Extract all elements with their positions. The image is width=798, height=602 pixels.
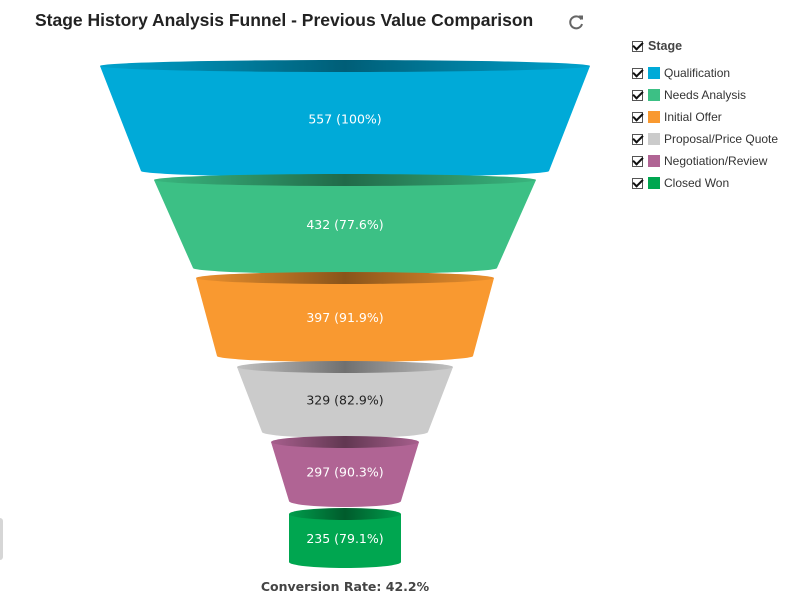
- legend-item[interactable]: Initial Offer: [632, 106, 794, 128]
- legend-swatch: [648, 133, 660, 145]
- funnel-segment-label: 297 (90.3%): [306, 465, 383, 480]
- legend-swatch: [648, 111, 660, 123]
- funnel-segment-rim: [154, 174, 536, 186]
- legend-item[interactable]: Needs Analysis: [632, 84, 794, 106]
- refresh-icon[interactable]: [566, 12, 586, 32]
- funnel-segment-label: 397 (91.9%): [306, 310, 383, 325]
- legend-item-checkbox[interactable]: [632, 155, 643, 167]
- funnel-segment[interactable]: 329 (82.9%): [237, 361, 453, 438]
- legend-item-label: Qualification: [664, 66, 731, 80]
- legend-header-checkbox[interactable]: [632, 40, 643, 52]
- legend-header[interactable]: Stage: [632, 36, 794, 56]
- legend-item[interactable]: Qualification: [632, 62, 794, 84]
- legend-item-checkbox[interactable]: [632, 177, 643, 189]
- funnel-segment[interactable]: 557 (100%): [100, 60, 590, 177]
- conversion-rate-label: Conversion Rate: 42.2%: [261, 579, 430, 594]
- legend-swatch: [648, 89, 660, 101]
- legend: Stage Qualification Needs Analysis Initial…: [632, 36, 794, 194]
- funnel-segment[interactable]: 432 (77.6%): [154, 174, 536, 274]
- legend-item[interactable]: Proposal/Price Quote: [632, 128, 794, 150]
- legend-swatch: [648, 155, 660, 167]
- funnel-segment-rim: [196, 272, 494, 284]
- side-panel-handle[interactable]: [0, 518, 3, 560]
- legend-item[interactable]: Closed Won: [632, 172, 794, 194]
- funnel-segment[interactable]: 235 (79.1%): [289, 508, 401, 568]
- funnel-segment[interactable]: 397 (91.9%): [196, 272, 494, 362]
- legend-item-label: Negotiation/Review: [664, 154, 768, 168]
- funnel-segment-rim: [271, 436, 419, 448]
- funnel-segment-body[interactable]: [196, 278, 494, 362]
- funnel-segment-label: 557 (100%): [308, 112, 381, 127]
- legend-header-label: Stage: [648, 39, 683, 53]
- funnel-segment-label: 432 (77.6%): [306, 217, 383, 232]
- funnel-segment-rim: [237, 361, 453, 373]
- funnel-segment-body[interactable]: [154, 180, 536, 274]
- legend-swatch: [648, 67, 660, 79]
- funnel-segment-rim: [100, 60, 590, 72]
- funnel-chart: 557 (100%) 432 (77.6%) 397 (91.9%) 329 (82.…: [100, 60, 590, 594]
- chart-title: Stage History Analysis Funnel - Previous…: [35, 10, 534, 30]
- legend-item-checkbox[interactable]: [632, 89, 643, 101]
- funnel-segment-label: 235 (79.1%): [306, 531, 383, 546]
- funnel-segment-label: 329 (82.9%): [306, 393, 383, 408]
- legend-swatch: [648, 177, 660, 189]
- legend-item-checkbox[interactable]: [632, 133, 643, 145]
- funnel-segment-rim: [289, 508, 401, 520]
- legend-item-label: Proposal/Price Quote: [664, 132, 779, 146]
- legend-item[interactable]: Negotiation/Review: [632, 150, 794, 172]
- legend-item-label: Initial Offer: [664, 110, 722, 124]
- funnel-segment-body[interactable]: [237, 367, 453, 438]
- legend-item-label: Closed Won: [664, 176, 730, 190]
- funnel-segment-body[interactable]: [289, 514, 401, 568]
- legend-item-checkbox[interactable]: [632, 67, 643, 79]
- funnel-segment-body[interactable]: [100, 66, 590, 177]
- legend-item-checkbox[interactable]: [632, 111, 643, 123]
- funnel-segment[interactable]: 297 (90.3%): [271, 436, 419, 507]
- funnel-segment-body[interactable]: [271, 442, 419, 507]
- legend-item-label: Needs Analysis: [664, 88, 747, 102]
